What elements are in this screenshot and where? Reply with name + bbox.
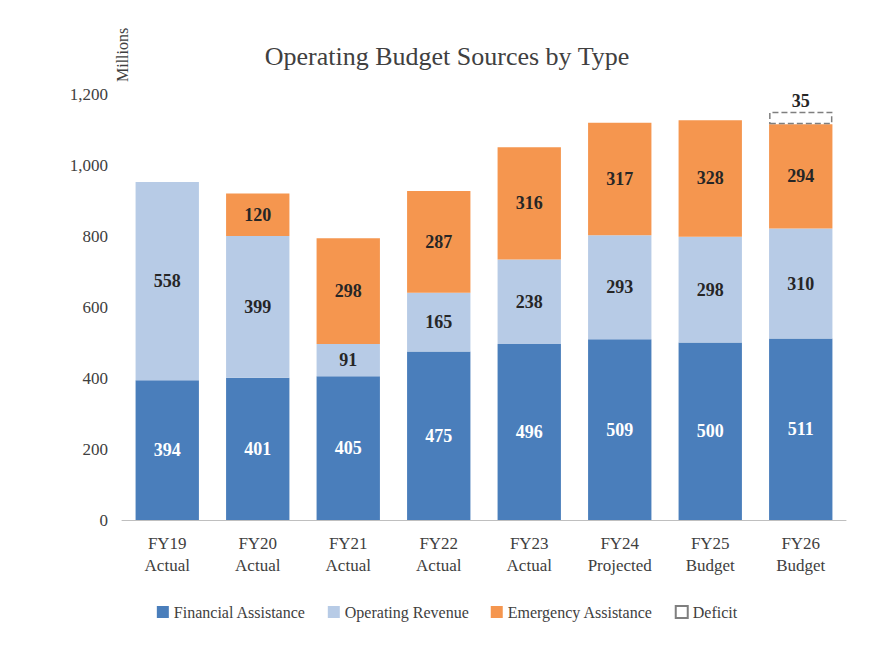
svg-text:Actual: Actual (326, 556, 372, 575)
svg-text:91: 91 (339, 350, 357, 370)
svg-text:Actual: Actual (416, 556, 462, 575)
svg-text:317: 317 (606, 169, 633, 189)
svg-text:Operating Budget Sources by Ty: Operating Budget Sources by Type (265, 42, 630, 71)
svg-text:Projected: Projected (588, 556, 653, 575)
svg-text:Financial Assistance: Financial Assistance (174, 604, 305, 621)
svg-text:600: 600 (83, 298, 109, 317)
svg-text:401: 401 (244, 439, 271, 459)
svg-text:399: 399 (244, 297, 271, 317)
svg-text:FY23: FY23 (510, 534, 549, 553)
svg-text:405: 405 (335, 438, 362, 458)
svg-text:Emergency Assistance: Emergency Assistance (508, 604, 652, 622)
svg-text:558: 558 (154, 271, 181, 291)
svg-text:294: 294 (787, 166, 814, 186)
svg-text:Budget: Budget (686, 556, 735, 575)
svg-text:Millions: Millions (114, 28, 131, 82)
svg-text:FY21: FY21 (329, 534, 368, 553)
svg-text:FY19: FY19 (148, 534, 187, 553)
svg-text:Operating Revenue: Operating Revenue (345, 604, 469, 622)
svg-text:FY20: FY20 (238, 534, 277, 553)
svg-text:Actual: Actual (235, 556, 281, 575)
svg-text:35: 35 (792, 91, 810, 111)
svg-text:Actual: Actual (145, 556, 191, 575)
svg-text:800: 800 (83, 227, 109, 246)
svg-text:310: 310 (787, 274, 814, 294)
svg-text:475: 475 (425, 426, 452, 446)
svg-text:316: 316 (516, 193, 543, 213)
svg-text:Deficit: Deficit (693, 604, 738, 621)
svg-text:Actual: Actual (507, 556, 553, 575)
svg-text:FY26: FY26 (781, 534, 820, 553)
svg-text:328: 328 (697, 168, 724, 188)
svg-text:400: 400 (83, 369, 109, 388)
svg-text:FY22: FY22 (419, 534, 458, 553)
svg-text:FY24: FY24 (600, 534, 639, 553)
svg-text:293: 293 (606, 277, 633, 297)
svg-text:287: 287 (425, 232, 452, 252)
svg-text:298: 298 (697, 280, 724, 300)
svg-text:200: 200 (83, 440, 109, 459)
svg-text:298: 298 (335, 281, 362, 301)
svg-text:0: 0 (100, 511, 109, 530)
svg-text:FY25: FY25 (691, 534, 730, 553)
svg-text:238: 238 (516, 292, 543, 312)
svg-text:511: 511 (788, 419, 814, 439)
svg-text:1,000: 1,000 (70, 156, 108, 175)
svg-text:1,200: 1,200 (70, 85, 108, 104)
svg-text:500: 500 (697, 421, 724, 441)
svg-text:120: 120 (244, 205, 271, 225)
svg-text:394: 394 (154, 440, 181, 460)
svg-text:496: 496 (516, 422, 543, 442)
svg-text:Budget: Budget (776, 556, 825, 575)
svg-text:165: 165 (425, 312, 452, 332)
svg-text:509: 509 (606, 420, 633, 440)
